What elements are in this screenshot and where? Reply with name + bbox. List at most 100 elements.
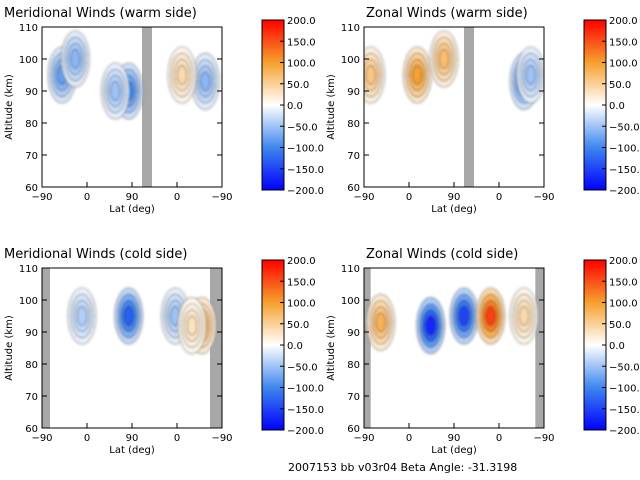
contour-level: [365, 65, 376, 85]
contour-level: [186, 315, 198, 336]
colorbar-tick-label: −150.0: [609, 165, 640, 176]
panel-title: Meridional Winds (cold side): [4, 247, 187, 262]
colorbar-tick-label: 150.0: [609, 277, 638, 288]
panel-1: Meridional Winds (warm side) 110 100 90 80 70…: [4, 6, 324, 215]
x-tick-label: −90: [533, 433, 554, 444]
contour-feature: [67, 287, 97, 345]
contour-feature: [429, 30, 459, 88]
contour-level: [123, 306, 134, 326]
colorbar-tick-label: −50.0: [609, 122, 640, 133]
colorbar-tick-label: −200.0: [287, 426, 324, 437]
y-tick-label: 110: [341, 264, 360, 275]
contour-feature: [364, 46, 385, 104]
colorbar-tick-label: −200.0: [609, 426, 640, 437]
x-axis-label: Lat (deg): [431, 445, 477, 456]
shaded-band: [42, 268, 50, 428]
y-tick-label: 70: [25, 392, 38, 403]
y-tick-label: 100: [341, 55, 360, 66]
plot-area: [364, 268, 544, 428]
contour-feature: [403, 46, 432, 104]
panel-title: Zonal Winds (warm side): [366, 6, 528, 21]
contour-level: [485, 306, 496, 326]
plot-content: [47, 27, 220, 187]
x-tick-label: −90: [31, 433, 52, 444]
colorbar-tick-label: −150.0: [287, 405, 324, 416]
contour-feature: [114, 287, 143, 345]
x-tick-label: −90: [353, 433, 374, 444]
x-axis-label: Lat (deg): [109, 204, 155, 215]
x-tick-label: −90: [31, 192, 52, 203]
footer-text: 2007153 bb v03r04 Beta Angle: -31.3198: [288, 461, 517, 474]
colorbar-tick-label: −100.0: [609, 384, 640, 395]
y-tick-label: 110: [341, 23, 360, 34]
colorbar-tick-label: −100.0: [287, 384, 324, 395]
contour-level: [425, 315, 436, 336]
panel-4: Zonal Winds (cold side)11010090807060−90…: [326, 247, 640, 456]
colorbar-tick-label: −150.0: [609, 405, 640, 416]
y-tick-label: 80: [347, 119, 360, 130]
colorbar-tick-label: 200.0: [609, 16, 638, 27]
colorbar-tick-label: 150.0: [287, 37, 316, 48]
colorbar-tick-label: 50.0: [287, 320, 309, 331]
y-tick-label: 90: [347, 87, 360, 98]
y-tick-label: 90: [347, 328, 360, 339]
colorbar-tick-label: 0.0: [609, 341, 625, 352]
colorbar-tick-label: −200.0: [609, 186, 640, 197]
y-tick-label: 100: [19, 55, 38, 66]
contour-feature: [476, 287, 505, 345]
x-tick-label: −90: [211, 433, 232, 444]
contour-level: [525, 65, 536, 85]
contour-level: [200, 71, 211, 92]
shaded-band: [210, 268, 222, 428]
colorbar-tick-label: 200.0: [609, 256, 638, 267]
contour-feature: [366, 294, 395, 351]
contour-feature: [449, 287, 479, 345]
x-tick-label: −90: [533, 192, 554, 203]
contour-feature: [177, 297, 207, 354]
colorbar-tick-label: 200.0: [287, 256, 316, 267]
y-tick-label: 70: [347, 151, 360, 162]
x-axis-label: Lat (deg): [431, 204, 477, 215]
x-tick-label: 0: [406, 433, 412, 444]
colorbar-tick-label: 0.0: [287, 101, 303, 112]
x-tick-label: −90: [211, 192, 232, 203]
colorbar-tick-label: 50.0: [287, 80, 309, 91]
colorbar-tick-label: −50.0: [609, 362, 640, 373]
contour-level: [458, 306, 470, 326]
contour-feature: [101, 62, 130, 120]
colorbar-tick-label: 150.0: [609, 37, 638, 48]
y-axis-label: Altitude (km): [326, 315, 337, 381]
y-tick-label: 90: [25, 328, 38, 339]
colorbar-tick-label: −100.0: [287, 144, 324, 155]
x-tick-label: 90: [126, 192, 139, 203]
contour-feature: [509, 287, 539, 345]
y-tick-label: 70: [347, 392, 360, 403]
panel-2: Zonal Winds (warm side)11010090807060−90…: [326, 6, 640, 215]
panel-3: Meridional Winds (cold side) 110 100 90 80 70…: [4, 247, 324, 456]
y-tick-label: 60: [347, 183, 360, 194]
contour-level: [518, 306, 530, 326]
x-tick-label: 0: [84, 433, 90, 444]
colorbar-tick-label: −50.0: [287, 122, 318, 133]
x-tick-label: 0: [174, 433, 180, 444]
contour-feature: [167, 46, 197, 104]
y-tick-label: 90: [25, 87, 38, 98]
contour-feature: [191, 53, 220, 110]
colorbar-tick-label: 50.0: [609, 80, 631, 91]
shaded-band: [364, 268, 371, 428]
contour-level: [70, 49, 81, 69]
y-tick-label: 70: [25, 151, 38, 162]
x-tick-label: 0: [496, 433, 502, 444]
x-tick-label: 90: [126, 433, 139, 444]
shaded-band: [142, 27, 152, 187]
x-tick-label: −90: [353, 192, 374, 203]
x-tick-label: 0: [406, 192, 412, 203]
colorbar-tick-label: 0.0: [287, 341, 303, 352]
colorbar-tick-label: 100.0: [287, 59, 316, 70]
y-axis-label: Altitude (km): [326, 74, 337, 140]
colorbar-tick-label: 0.0: [609, 101, 625, 112]
x-tick-label: 90: [448, 192, 461, 203]
colorbar-tick-label: 100.0: [609, 299, 638, 310]
contour-level: [110, 81, 121, 101]
colorbar-tick-label: −100.0: [609, 144, 640, 155]
